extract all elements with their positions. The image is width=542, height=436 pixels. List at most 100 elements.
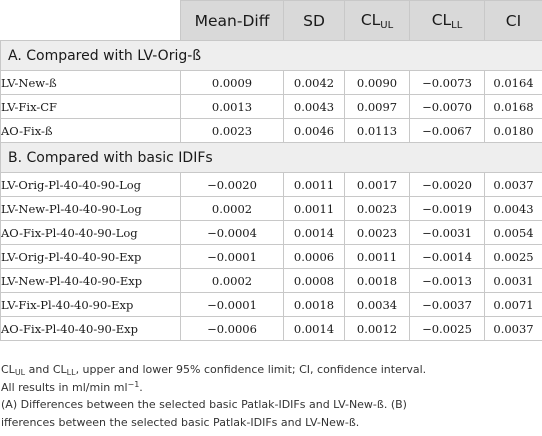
cell-cl-ll: −0.0073 [409,70,485,95]
cell-cl-ll: −0.0013 [409,268,485,293]
cell-mean-diff: 0.0002 [180,268,284,293]
cell-sd: 0.0043 [283,94,345,119]
table-row: AO-Fix-Pl-40-40-90-Log −0.0004 0.0014 0.002… [0,220,542,245]
header-cl-ll-sub: LL [451,19,463,31]
table-footnotes: CLUL and CLLL, upper and lower 95% confi… [1,361,541,431]
header-sd: SD [283,0,345,41]
table-row: LV-Fix-Pl-40-40-90-Exp −0.0001 0.0018 0.003… [0,292,542,317]
cell-mean-diff: −0.0006 [180,316,284,341]
cell-sd: 0.0006 [283,244,345,269]
footnote-units-text: All results in ml/min ml [1,380,128,394]
header-ci: CI [484,0,542,41]
table-header: Mean-Diff SD CLUL CLLL CI [0,0,542,41]
table-row: LV-New-Pl-40-40-90-Log 0.0002 0.0011 0.0023… [0,196,542,221]
section-title: A. Compared with LV-Orig-ß [0,40,542,71]
cell-sd: 0.0008 [283,268,345,293]
cell-mean-diff: −0.0001 [180,292,284,317]
cell-ci: 0.0031 [484,268,542,293]
cell-mean-diff: −0.0020 [180,172,284,197]
cell-ci: 0.0168 [484,94,542,119]
cell-ci: 0.0164 [484,70,542,95]
header-cl-ul-base: CL [360,10,381,29]
header-blank-cell [0,0,181,41]
row-label: LV-New-Pl-40-40-90-Exp [0,268,181,293]
cell-cl-ul: 0.0017 [344,172,410,197]
header-cl-ll: CLLL [409,0,485,41]
footnote-abbreviations: CLUL and CLLL, upper and lower 95% confi… [1,361,541,379]
header-cl-ul-sub: UL [380,19,394,31]
section-header-row: A. Compared with LV-Orig-ß [0,40,542,71]
row-label: AO-Fix-Pl-40-40-90-Exp [0,316,181,341]
table-row: LV-Fix-CF 0.0013 0.0043 0.0097 −0.0070 0.0168 [0,94,542,119]
cell-sd: 0.0018 [283,292,345,317]
footnote-cl-ll: CL [52,363,67,376]
footnote-units-end: . [139,380,143,394]
table-row: LV-Orig-Pl-40-40-90-Log −0.0020 0.0011 0.00… [0,172,542,197]
cell-cl-ul: 0.0034 [344,292,410,317]
comparison-table: Mean-Diff SD CLUL CLLL CI A. Compared wi… [0,0,542,341]
cell-cl-ll: −0.0025 [409,316,485,341]
footnote-cl-ll-sub: LL [66,368,76,377]
section-title: B. Compared with basic IDIFs [0,142,542,173]
cell-cl-ll: −0.0067 [409,118,485,143]
cell-cl-ll: −0.0037 [409,292,485,317]
cell-sd: 0.0011 [283,172,345,197]
cell-ci: 0.0025 [484,244,542,269]
header-cl-ul: CLUL [344,0,410,41]
cell-cl-ll: −0.0014 [409,244,485,269]
cell-cl-ul: 0.0097 [344,94,410,119]
cell-cl-ll: −0.0020 [409,172,485,197]
cell-cl-ul: 0.0018 [344,268,410,293]
cell-mean-diff: 0.0009 [180,70,284,95]
cell-cl-ul: 0.0011 [344,244,410,269]
cell-cl-ll: −0.0070 [409,94,485,119]
cell-ci: 0.0054 [484,220,542,245]
section-header-row: B. Compared with basic IDIFs [0,142,542,173]
cell-mean-diff: 0.0023 [180,118,284,143]
cell-cl-ul: 0.0012 [344,316,410,341]
footnote-units: All results in ml/min ml−1. [1,379,541,397]
cell-mean-diff: −0.0004 [180,220,284,245]
cell-cl-ll: −0.0019 [409,196,485,221]
table-row: AO-Fix-ß 0.0023 0.0046 0.0113 −0.0067 0.0180 [0,118,542,143]
cell-sd: 0.0011 [283,196,345,221]
cell-sd: 0.0014 [283,220,345,245]
header-mean-diff: Mean-Diff [180,0,284,41]
table-body: A. Compared with LV-Orig-ß LV-New-ß 0.0009… [0,40,542,341]
table-row: AO-Fix-Pl-40-40-90-Exp −0.0006 0.0014 0.001… [0,316,542,341]
cell-sd: 0.0014 [283,316,345,341]
cell-ci: 0.0043 [484,196,542,221]
footnote-differences-b: ifferences between the selected basic Pa… [1,415,360,429]
cell-ci: 0.0037 [484,172,542,197]
row-label: AO-Fix-Pl-40-40-90-Log [0,220,181,245]
footnote-differences-a: (A) Differences between the selected bas… [1,398,407,411]
cell-ci: 0.0071 [484,292,542,317]
row-label: AO-Fix-ß [0,118,181,143]
row-label: LV-New-ß [0,70,181,95]
row-label: LV-New-Pl-40-40-90-Log [0,196,181,221]
header-cl-ll-base: CL [431,10,452,29]
cell-cl-ul: 0.0023 [344,196,410,221]
footnote-and: and [25,363,53,376]
row-label: LV-Orig-Pl-40-40-90-Log [0,172,181,197]
cell-cl-ul: 0.0113 [344,118,410,143]
cell-cl-ul: 0.0090 [344,70,410,95]
row-label: LV-Fix-Pl-40-40-90-Exp [0,292,181,317]
row-label: LV-Fix-CF [0,94,181,119]
header-row: Mean-Diff SD CLUL CLLL CI [0,0,542,41]
cell-mean-diff: 0.0013 [180,94,284,119]
cell-mean-diff: 0.0002 [180,196,284,221]
footnote-units-exponent: −1 [127,379,140,389]
cell-cl-ll: −0.0031 [409,220,485,245]
cell-ci: 0.0037 [484,316,542,341]
footnote-abbrev-rest: , upper and lower 95% confidence limit; … [75,363,427,376]
row-label: LV-Orig-Pl-40-40-90-Exp [0,244,181,269]
table-row: LV-New-ß 0.0009 0.0042 0.0090 −0.0073 0.0164 [0,70,542,95]
footnote-cl-ul: CL [1,363,15,376]
table-row: LV-Orig-Pl-40-40-90-Exp −0.0001 0.0006 0.00… [0,244,542,269]
cell-sd: 0.0046 [283,118,345,143]
footnote-cl-ul-sub: UL [14,368,26,377]
cell-sd: 0.0042 [283,70,345,95]
table-row: LV-New-Pl-40-40-90-Exp 0.0002 0.0008 0.0018… [0,268,542,293]
